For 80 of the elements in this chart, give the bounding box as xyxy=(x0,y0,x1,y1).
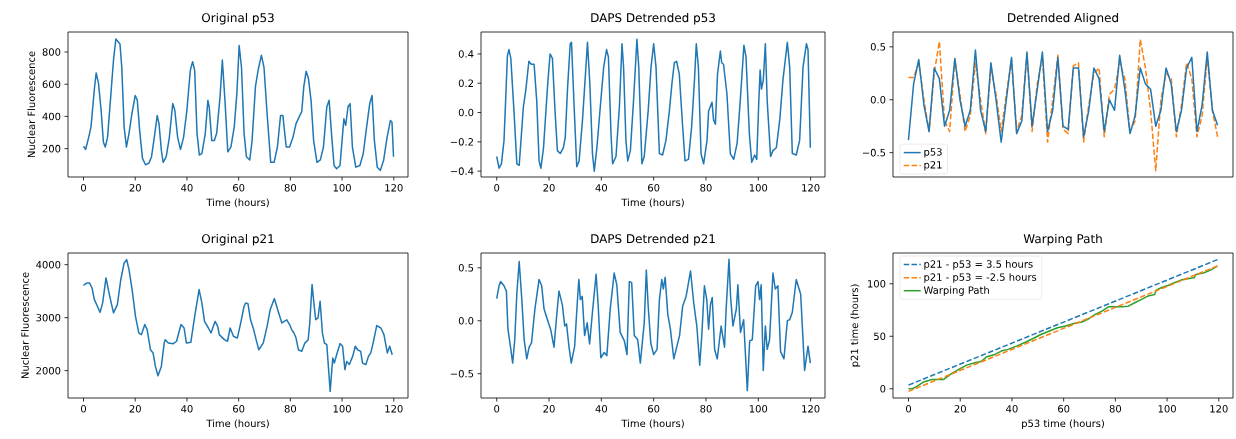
y-axis-title: Nuclear Fluorescence xyxy=(27,51,36,158)
x-tick-label: 60 xyxy=(648,405,660,413)
x-tick-label: 0 xyxy=(906,405,912,413)
y-tick-label: −0.4 xyxy=(450,167,474,175)
legend-label: p21 - p53 = 3.5 hours xyxy=(924,260,1033,270)
x-tick-label: 0 xyxy=(81,184,87,192)
y-tick-label: 3000 xyxy=(36,313,61,322)
chart-title: DAPS Detrended p53 xyxy=(591,12,715,25)
legend-label: p53 xyxy=(924,148,942,158)
x-tick-label: 80 xyxy=(700,184,712,192)
x-axis-title: Time (hours) xyxy=(206,198,269,208)
x-axis-title: Time (hours) xyxy=(206,419,269,429)
y-tick-label: 0.4 xyxy=(458,50,474,58)
x-tick-label: 20 xyxy=(129,184,141,192)
x-tick-label: 20 xyxy=(129,405,141,413)
line-series xyxy=(907,38,1219,172)
y-axis-title: p21 time (hours) xyxy=(850,284,861,367)
x-tick-label: 0 xyxy=(494,184,500,192)
x-tick-label: 60 xyxy=(233,405,245,413)
x-tick-label: 60 xyxy=(1058,405,1070,413)
y-tick-label: 200 xyxy=(42,144,61,153)
x-tick-label: 120 xyxy=(802,405,820,413)
x-tick-label: 40 xyxy=(595,184,608,192)
y-tick-label: 800 xyxy=(42,48,61,56)
x-tick-label: 20 xyxy=(543,405,555,413)
legend-label: p21 xyxy=(924,161,942,171)
x-axis-title: Time (hours) xyxy=(621,198,684,208)
x-tick-label: 100 xyxy=(749,184,768,192)
y-tick-label: 100 xyxy=(868,279,886,288)
x-tick-label: 120 xyxy=(385,184,403,192)
x-tick-label: 100 xyxy=(333,405,351,413)
y-tick-label: 0.5 xyxy=(458,264,474,272)
x-tick-label: 40 xyxy=(595,405,608,413)
x-tick-label: 80 xyxy=(1109,405,1122,413)
x-tick-label: 20 xyxy=(543,184,555,192)
line-series xyxy=(82,258,393,393)
x-tick-label: 40 xyxy=(1006,405,1018,413)
chart-title: Detrended Aligned xyxy=(1008,12,1118,25)
x-tick-label: 40 xyxy=(181,184,193,192)
line-series xyxy=(495,38,812,172)
legend-label: Warping Path xyxy=(923,286,989,296)
y-tick-label: 50 xyxy=(874,332,886,341)
y-tick-label: 0.0 xyxy=(458,316,474,325)
x-tick-label: 100 xyxy=(1158,405,1176,413)
x-tick-label: 100 xyxy=(333,184,351,192)
y-tick-label: 0.0 xyxy=(870,95,886,104)
y-tick-label: −0.5 xyxy=(862,148,886,157)
y-tick-label: 0.2 xyxy=(458,79,473,88)
x-tick-label: 120 xyxy=(1210,405,1228,413)
x-tick-label: 100 xyxy=(749,405,768,413)
line-series xyxy=(495,258,812,392)
chart-title: Original p21 xyxy=(201,233,274,246)
x-tick-label: 80 xyxy=(284,184,297,192)
legend-label: p21 - p53 = -2.5 hours xyxy=(924,273,1037,283)
x-tick-label: 0 xyxy=(494,405,500,413)
y-tick-label: 400 xyxy=(42,112,61,121)
x-tick-label: 40 xyxy=(181,405,193,413)
y-tick-label: 0 xyxy=(880,384,886,393)
x-tick-label: 120 xyxy=(802,184,820,192)
line-series xyxy=(82,38,395,172)
y-tick-label: 0.5 xyxy=(870,43,886,51)
x-tick-label: 80 xyxy=(284,405,297,413)
y-tick-label: −0.2 xyxy=(450,138,473,146)
x-tick-label: 0 xyxy=(81,405,87,413)
y-tick-label: 4000 xyxy=(36,260,61,269)
x-axis-title: p53 time (hours) xyxy=(1022,419,1104,430)
chart-title: Original p53 xyxy=(201,12,274,25)
x-tick-label: 60 xyxy=(648,184,660,192)
chart-title: DAPS Detrended p21 xyxy=(591,233,715,246)
y-tick-label: 600 xyxy=(42,80,61,88)
chart-title: Warping Path xyxy=(1023,233,1102,246)
y-tick-label: 0.0 xyxy=(458,108,474,117)
y-axis-title: Nuclear Fluorescence xyxy=(21,272,29,379)
x-tick-label: 120 xyxy=(385,405,403,413)
y-tick-label: −0.5 xyxy=(450,369,474,378)
x-tick-label: 80 xyxy=(700,405,712,413)
x-axis-title: Time (hours) xyxy=(621,419,684,429)
x-tick-label: 60 xyxy=(233,184,245,192)
x-tick-label: 20 xyxy=(954,405,966,413)
y-tick-label: 2000 xyxy=(36,366,61,375)
